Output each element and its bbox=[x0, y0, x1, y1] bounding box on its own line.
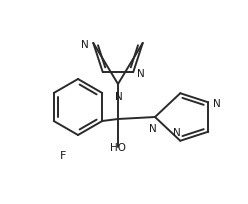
Text: N: N bbox=[137, 69, 145, 79]
Text: N: N bbox=[115, 92, 123, 102]
Text: N: N bbox=[149, 123, 157, 133]
Text: N: N bbox=[173, 127, 181, 137]
Text: F: F bbox=[60, 150, 66, 160]
Text: N: N bbox=[213, 99, 221, 109]
Text: HO: HO bbox=[110, 142, 126, 152]
Text: N: N bbox=[81, 40, 89, 50]
